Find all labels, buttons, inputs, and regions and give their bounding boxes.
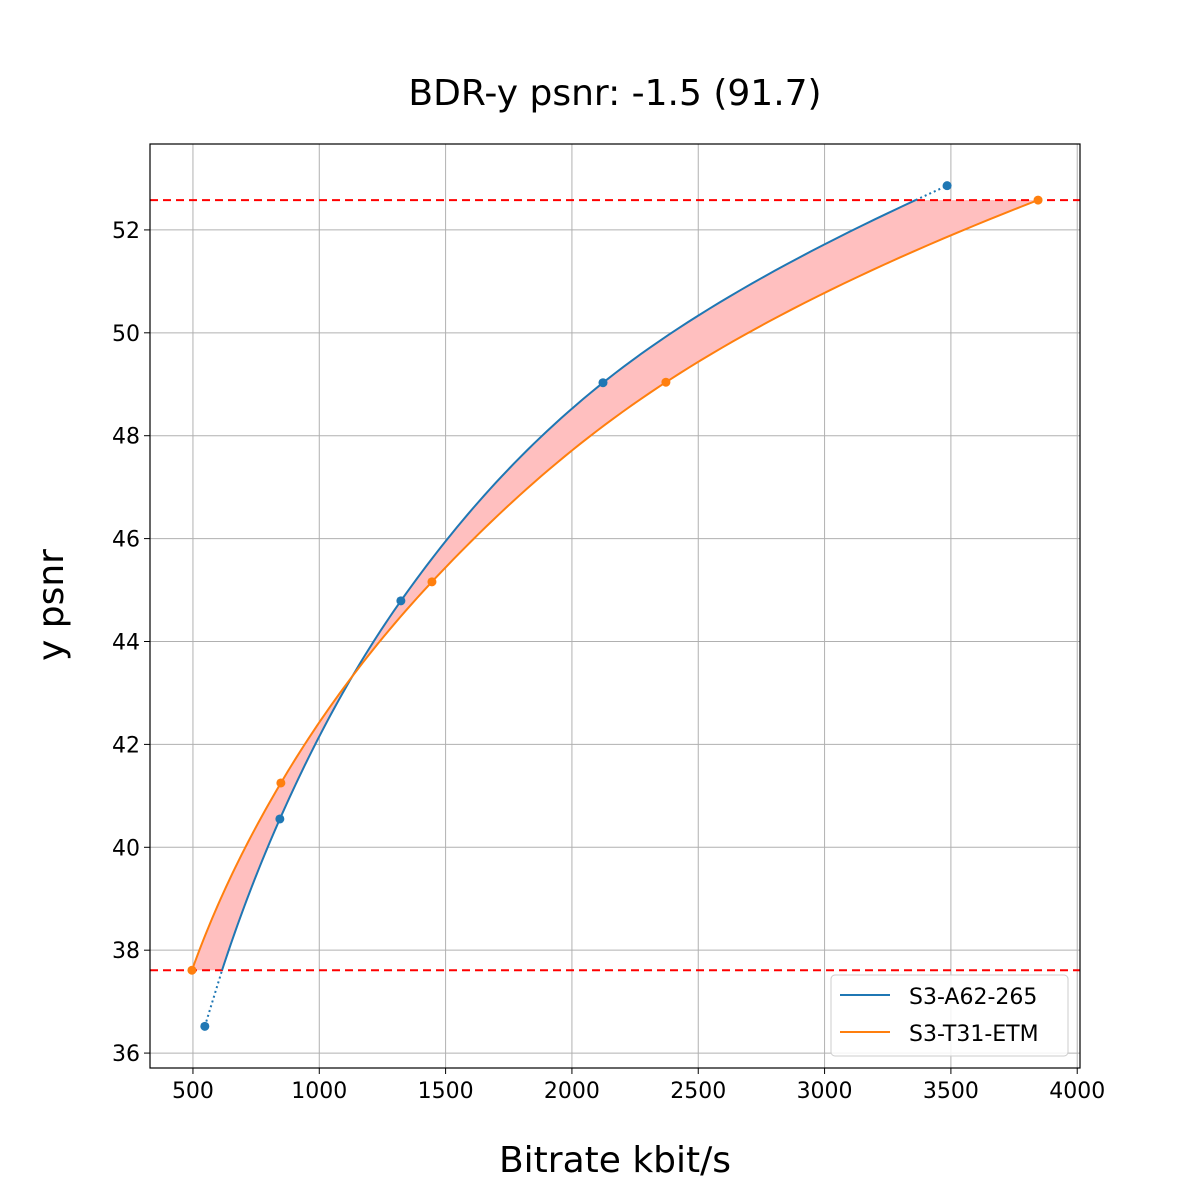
x-axis-label: Bitrate kbit/s xyxy=(499,1140,731,1181)
y-tick-label: 36 xyxy=(112,1042,140,1067)
y-tick-label: 48 xyxy=(112,425,140,450)
y-tick-label: 46 xyxy=(112,528,140,553)
x-tick-label: 2500 xyxy=(670,1079,726,1104)
series-points xyxy=(187,181,1043,1031)
series-lines xyxy=(190,184,1039,1027)
data-point-1 xyxy=(276,778,286,788)
axis-ticks: 500 1000 1500 2000 2500 3000 3500 4000 36 38 40 42 4… xyxy=(112,219,1105,1104)
data-point-0 xyxy=(598,378,608,388)
grid xyxy=(150,144,1080,1068)
legend: S3-A62-265 S3-T31-ETM xyxy=(830,974,1069,1057)
y-tick-label: 40 xyxy=(112,836,140,861)
data-point-1 xyxy=(427,577,437,587)
y-tick-label: 52 xyxy=(112,219,140,244)
series-extrapolation-0 xyxy=(915,184,948,201)
data-point-0 xyxy=(200,1021,210,1031)
data-point-0 xyxy=(396,596,406,606)
data-point-1 xyxy=(187,965,197,975)
x-tick-label: 3500 xyxy=(923,1079,979,1104)
x-tick-label: 4000 xyxy=(1049,1079,1105,1104)
x-tick-label: 500 xyxy=(172,1079,214,1104)
series-line-1 xyxy=(190,199,1039,971)
data-point-1 xyxy=(661,377,671,387)
series-extrapolation-0 xyxy=(203,969,224,1027)
legend-label-1: S3-T31-ETM xyxy=(909,1022,1039,1047)
x-tick-label: 2000 xyxy=(544,1079,600,1104)
x-tick-label: 1000 xyxy=(291,1079,347,1104)
x-tick-label: 3000 xyxy=(797,1079,853,1104)
data-point-1 xyxy=(1033,195,1043,205)
plot-frame xyxy=(149,143,1081,1069)
y-tick-label: 50 xyxy=(112,322,140,347)
chart-title: BDR-y psnr: -1.5 (91.7) xyxy=(408,73,821,114)
series-line-0 xyxy=(221,199,917,971)
reference-lines xyxy=(150,199,1080,972)
y-tick-label: 44 xyxy=(112,630,140,655)
y-tick-label: 42 xyxy=(112,733,140,758)
legend-label-0: S3-A62-265 xyxy=(909,985,1037,1010)
legend-box xyxy=(830,974,1069,1057)
y-tick-label: 38 xyxy=(112,939,140,964)
data-point-0 xyxy=(942,181,952,191)
y-axis-label: y psnr xyxy=(31,549,72,661)
x-tick-label: 1500 xyxy=(418,1079,474,1104)
data-point-0 xyxy=(275,814,285,824)
